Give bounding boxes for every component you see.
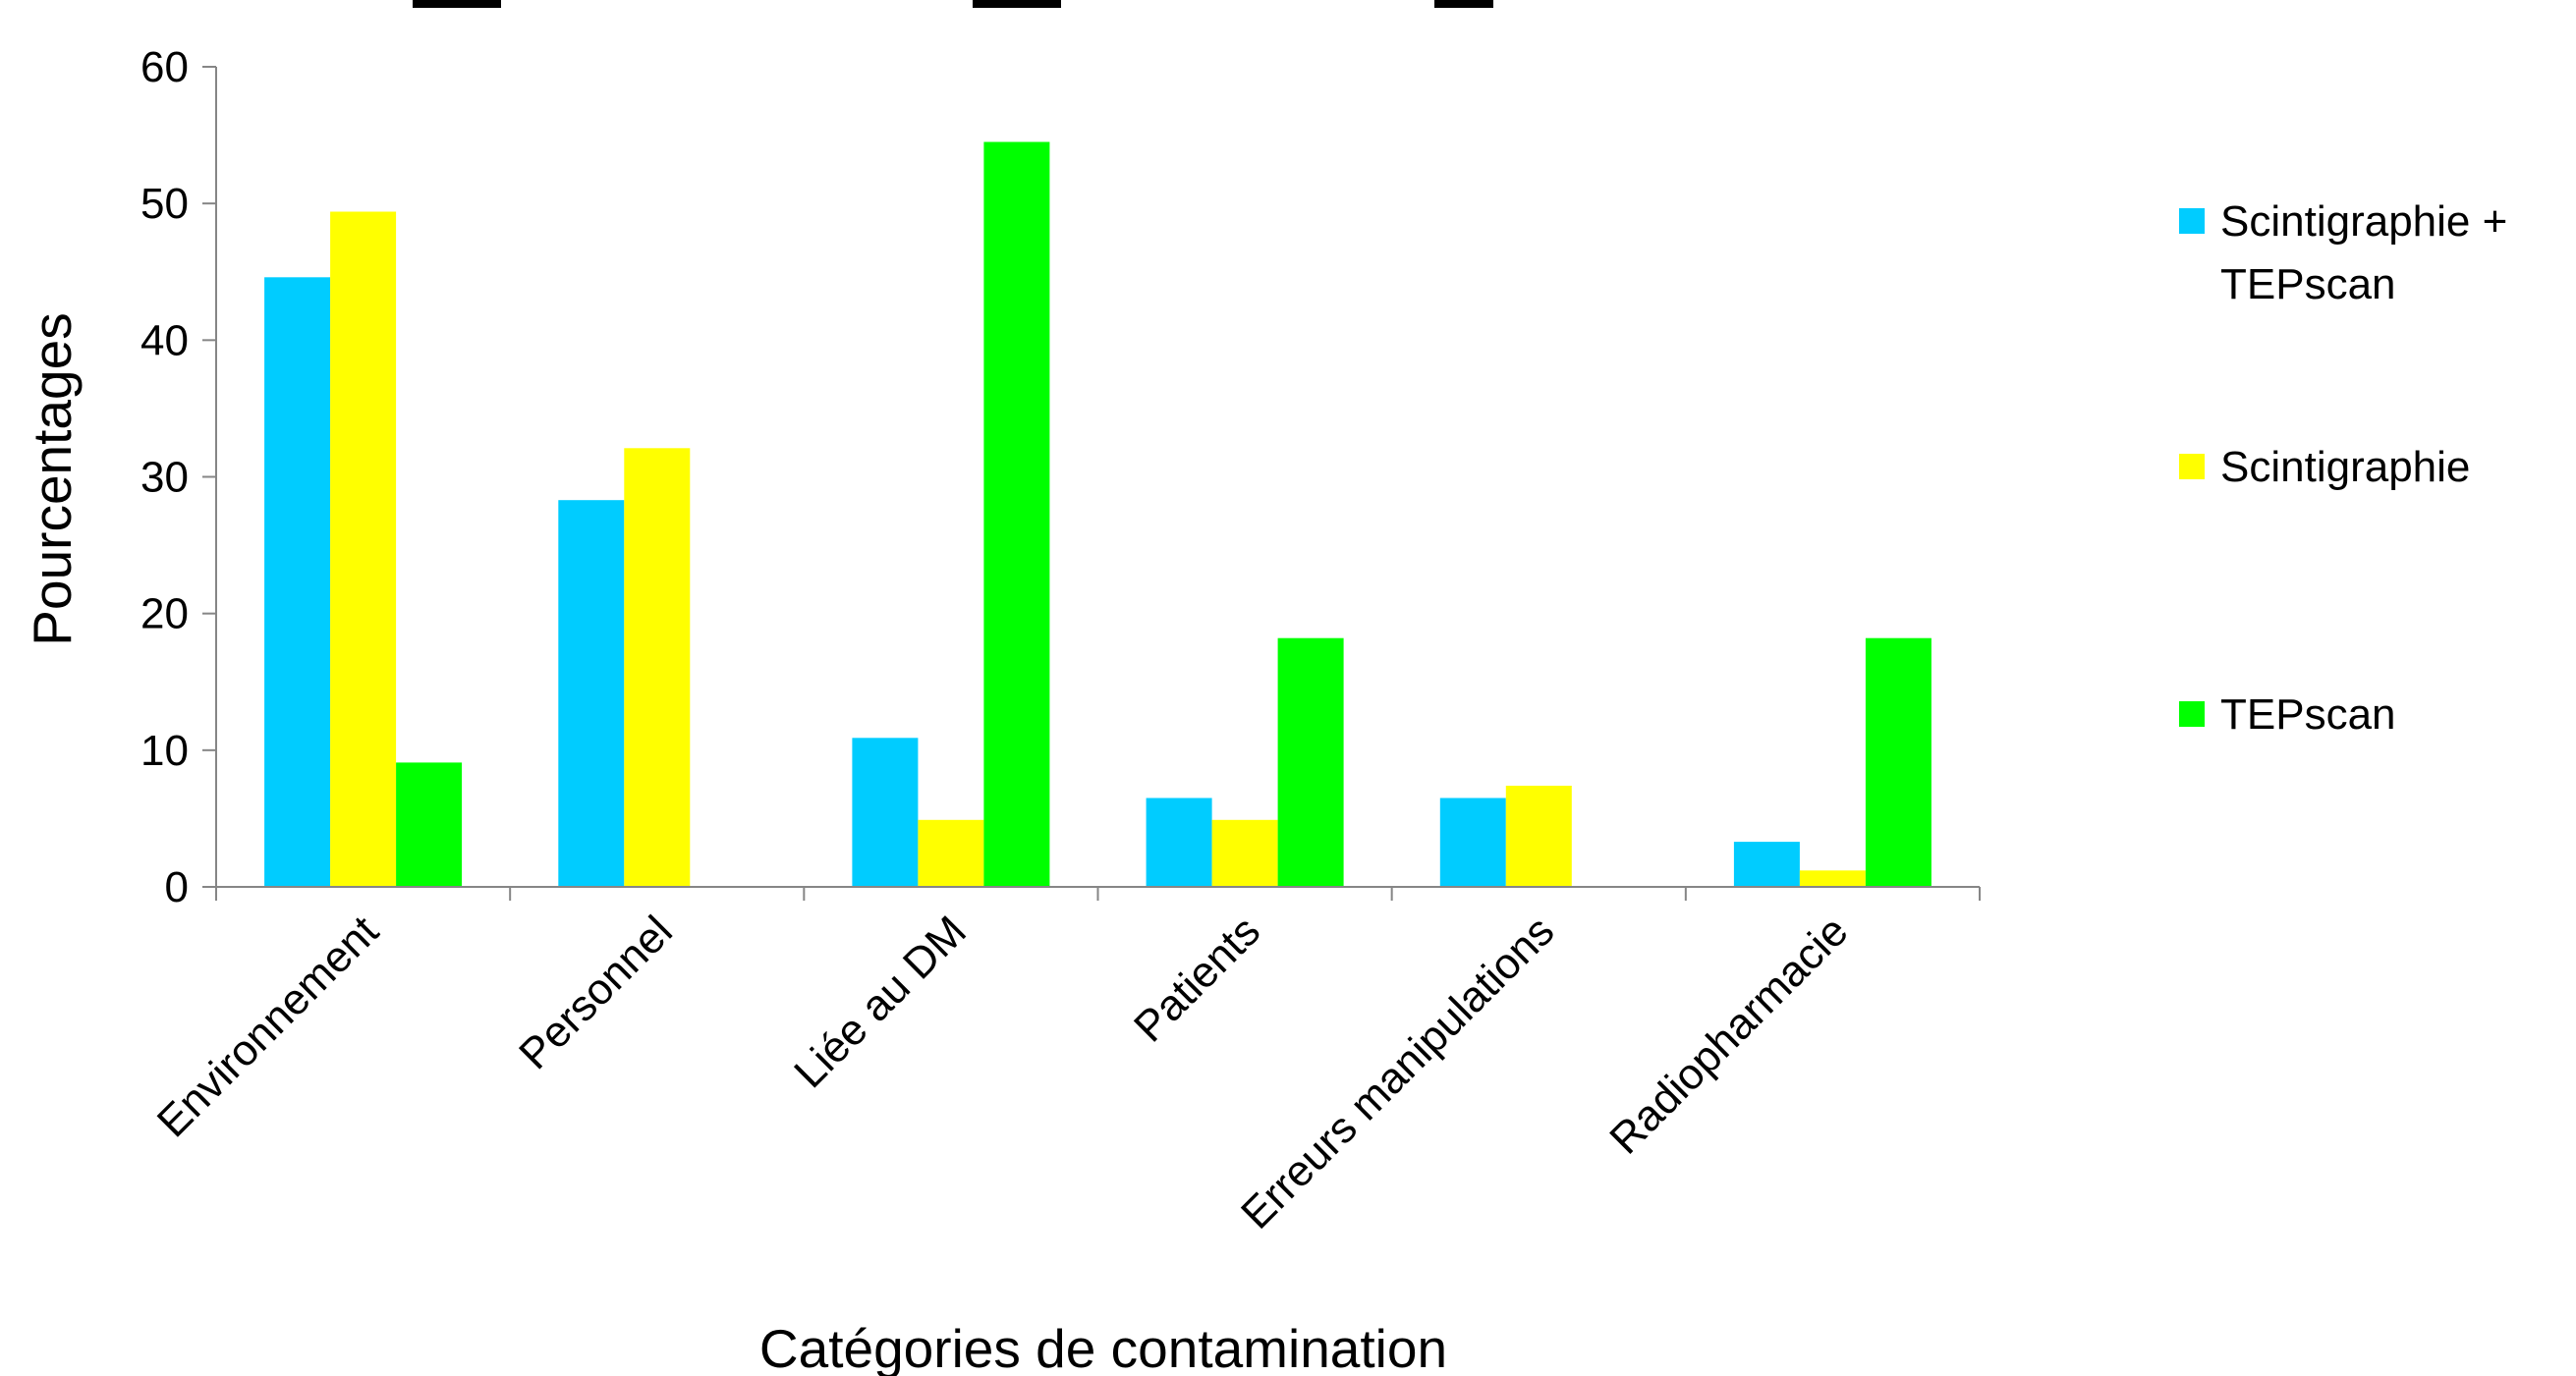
legend-label: Scintigraphie +: [2220, 197, 2507, 246]
bar: [1211, 819, 1278, 887]
legend-label: TEPscan: [2220, 260, 2396, 308]
legend-swatch: [2179, 701, 2205, 727]
title-fragment: [413, 0, 501, 8]
bar: [264, 277, 331, 887]
bars-group: [264, 141, 1932, 887]
y-axis-title: Pourcentages: [22, 312, 83, 645]
y-tick-label: 40: [140, 316, 189, 364]
bar: [558, 500, 625, 887]
legend: Scintigraphie + TEPscan Scintigraphie TEPsc…: [2179, 197, 2507, 739]
legend-swatch: [2179, 454, 2205, 479]
bar: [918, 819, 984, 887]
bar: [1505, 786, 1572, 887]
y-tick-label: 50: [140, 180, 189, 228]
y-tick-label: 30: [140, 454, 189, 502]
y-tick-label: 20: [140, 590, 189, 638]
bar: [396, 762, 463, 887]
bar: [624, 448, 691, 887]
bar: [330, 211, 397, 887]
bar: [983, 141, 1050, 887]
x-axis-title: Catégories de contamination: [759, 1318, 1447, 1376]
bar: [852, 738, 919, 887]
bar: [1146, 798, 1212, 887]
chart-title-cropped: [413, 0, 1493, 8]
bar: [1865, 637, 1932, 887]
y-axis-ticks: 0 10 20 30 40 50 60: [140, 43, 216, 911]
y-tick-label: 60: [140, 43, 189, 91]
bar: [1277, 637, 1344, 887]
bar: [1799, 870, 1866, 887]
bar: [1439, 798, 1506, 887]
x-category-label: Radiopharmacie: [1600, 907, 1857, 1163]
x-category-label: Erreurs manipulations: [1232, 907, 1563, 1238]
x-category-label: Environnement: [148, 907, 388, 1146]
y-tick-label: 10: [140, 727, 189, 775]
x-axis-category-labels: Environnement Personnel Liée au DM Patients…: [148, 907, 1858, 1238]
legend-label: Scintigraphie: [2220, 443, 2470, 491]
legend-swatch: [2179, 208, 2205, 234]
x-category-label: Patients: [1125, 907, 1269, 1051]
legend-label: TEPscan: [2220, 690, 2396, 739]
y-tick-label: 0: [165, 863, 189, 911]
axes-group: [215, 67, 1981, 901]
bar: [1733, 842, 1800, 887]
x-category-label: Personnel: [510, 907, 682, 1078]
x-category-label: Liée au DM: [785, 907, 976, 1097]
title-fragment: [1434, 0, 1493, 8]
title-fragment: [973, 0, 1061, 8]
